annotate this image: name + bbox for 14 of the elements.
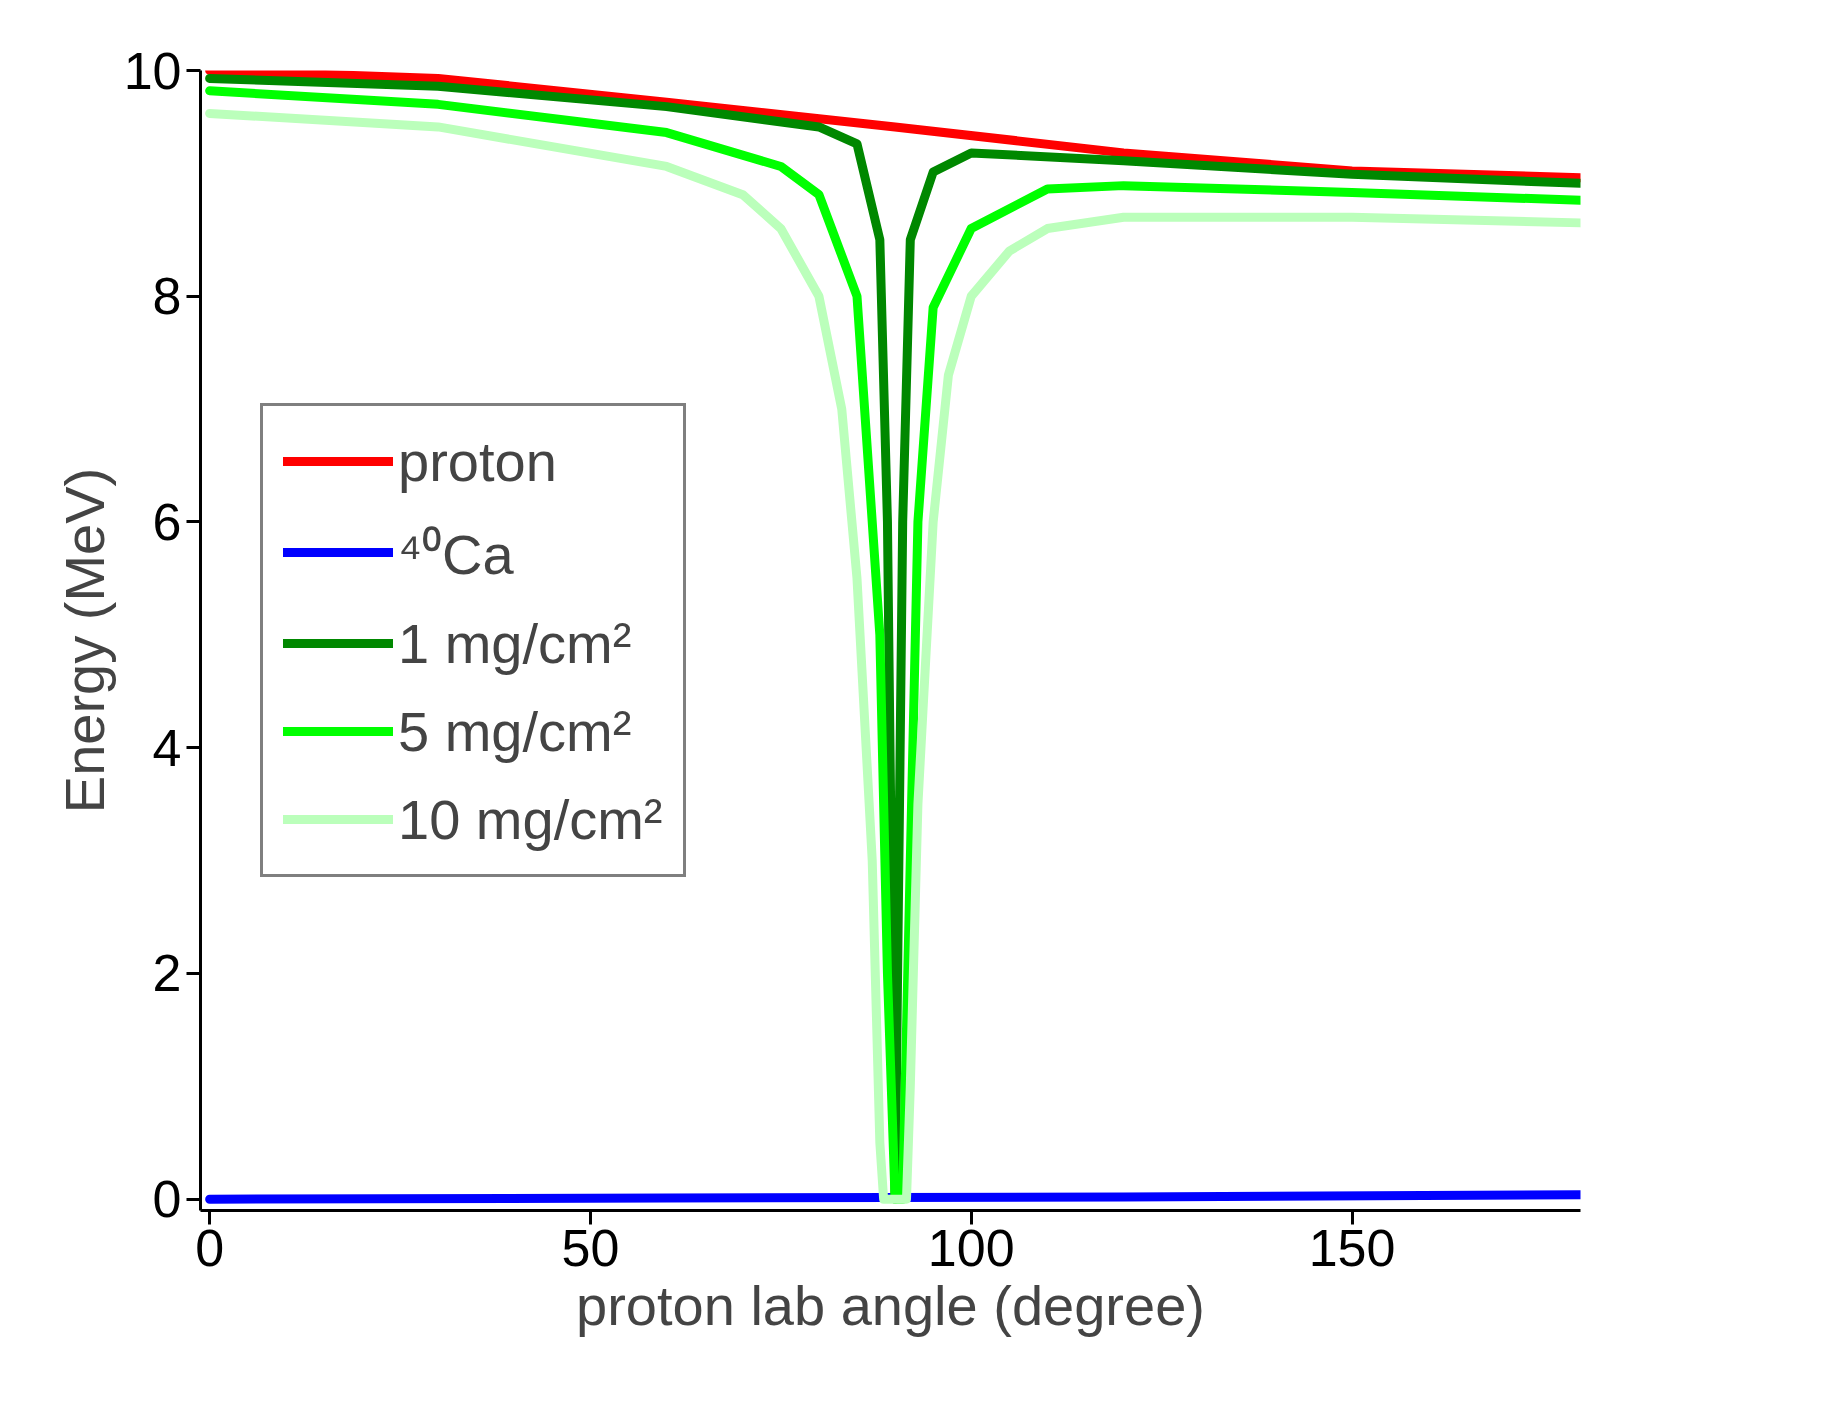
x-tick-label: 150 xyxy=(1308,1218,1396,1277)
y-tick-label: 0 xyxy=(152,1170,182,1229)
y-tick-label: 10 xyxy=(123,41,182,100)
legend-label: 5 mg/cm² xyxy=(398,698,632,765)
y-tick-label: 4 xyxy=(152,718,182,777)
y-tick-label: 8 xyxy=(152,267,182,326)
legend-label: 10 mg/cm² xyxy=(398,786,663,853)
legend-label: 1 mg/cm² xyxy=(398,610,632,677)
y-axis-title: Energy (MeV) xyxy=(52,467,116,814)
x-tick-label: 0 xyxy=(195,1218,225,1277)
y-tick-label: 2 xyxy=(152,944,182,1003)
legend-label: ⁴⁰Ca xyxy=(398,522,514,588)
y-tick-label: 6 xyxy=(152,492,182,551)
legend-label: proton xyxy=(398,428,557,495)
